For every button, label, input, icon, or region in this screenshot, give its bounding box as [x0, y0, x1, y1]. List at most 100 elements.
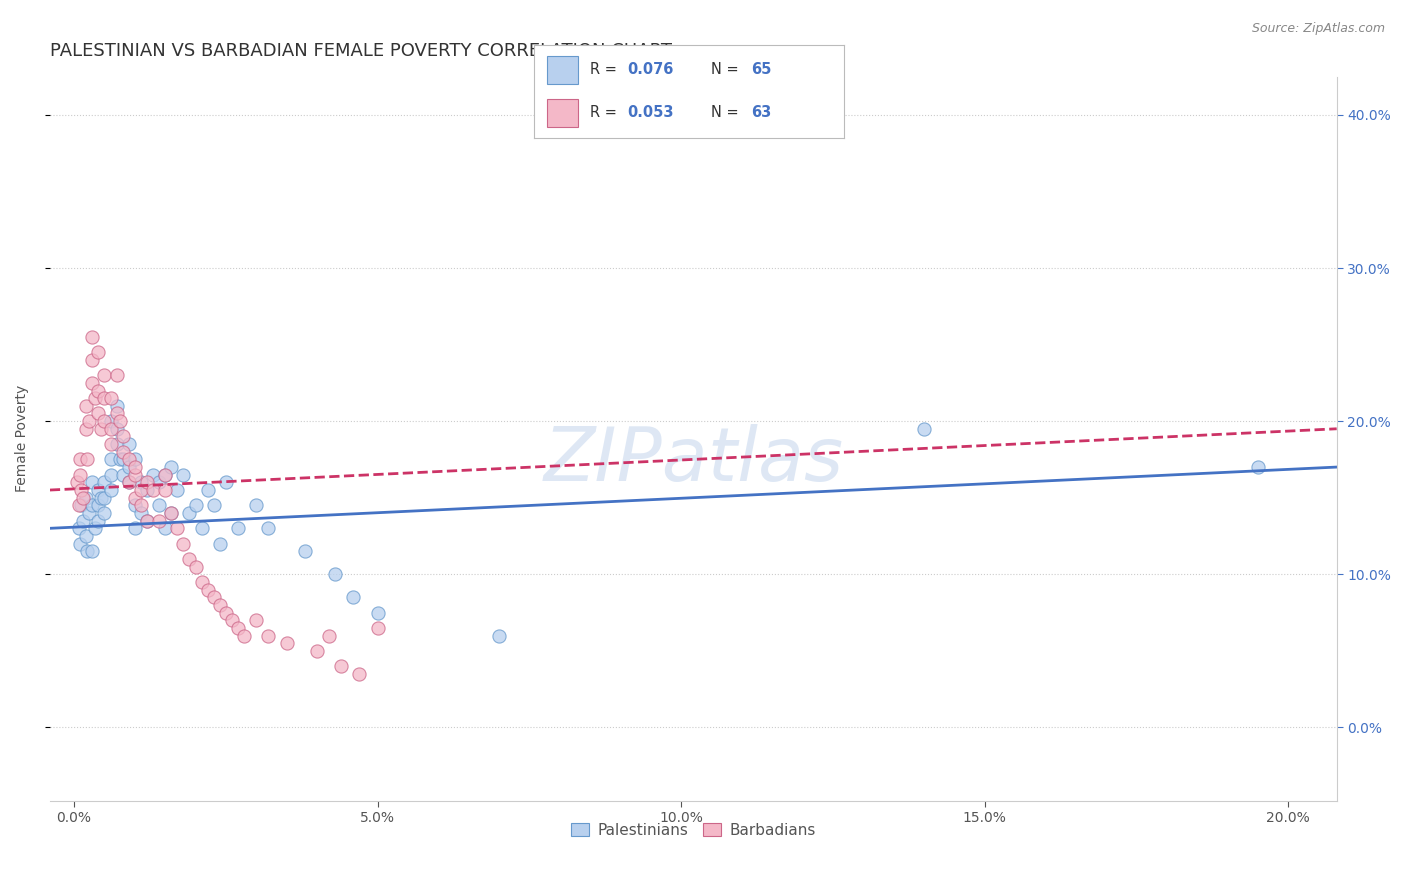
Point	[153, 467, 176, 482]
Point	[305, 644, 328, 658]
Point	[166, 483, 188, 497]
Point	[87, 499, 110, 513]
Point	[153, 483, 176, 497]
Point	[349, 666, 371, 681]
Point	[93, 391, 115, 405]
Point	[197, 483, 219, 497]
Text: 63: 63	[751, 105, 770, 120]
Point	[184, 559, 207, 574]
Point	[202, 591, 225, 605]
Point	[179, 552, 201, 566]
Point	[124, 467, 146, 482]
Point	[100, 391, 122, 405]
Text: 0.053: 0.053	[627, 105, 673, 120]
Point	[367, 606, 389, 620]
Point	[215, 475, 238, 490]
Point	[124, 491, 146, 505]
Point	[76, 544, 98, 558]
Text: 0.076: 0.076	[627, 62, 673, 78]
Point	[124, 499, 146, 513]
Point	[82, 352, 104, 367]
Point	[90, 491, 112, 505]
Point	[118, 475, 141, 490]
Point	[208, 598, 231, 612]
Point	[172, 467, 194, 482]
Point	[111, 429, 134, 443]
Bar	[547, 56, 578, 84]
Point	[69, 536, 91, 550]
Point	[1247, 460, 1270, 475]
Text: R =: R =	[591, 105, 621, 120]
Point	[69, 467, 91, 482]
Point	[166, 521, 188, 535]
Point	[184, 499, 207, 513]
Point	[318, 628, 340, 642]
Legend: Palestinians, Barbadians: Palestinians, Barbadians	[565, 817, 821, 844]
Point	[105, 407, 128, 421]
Point	[912, 422, 935, 436]
Point	[75, 399, 97, 413]
Point	[93, 414, 115, 428]
Point	[129, 506, 152, 520]
Point	[202, 499, 225, 513]
Point	[148, 514, 170, 528]
Point	[111, 467, 134, 482]
Point	[330, 659, 353, 673]
Point	[179, 506, 201, 520]
Text: 65: 65	[751, 62, 770, 78]
Point	[197, 582, 219, 597]
Point	[118, 437, 141, 451]
Point	[323, 567, 346, 582]
Point	[215, 606, 238, 620]
Point	[82, 544, 104, 558]
Point	[153, 467, 176, 482]
Point	[226, 621, 249, 635]
Point	[105, 399, 128, 413]
Point	[100, 452, 122, 467]
Point	[87, 345, 110, 359]
Point	[69, 452, 91, 467]
Point	[124, 521, 146, 535]
Text: R =: R =	[591, 62, 621, 78]
Point	[136, 514, 159, 528]
Bar	[547, 99, 578, 127]
Text: PALESTINIAN VS BARBADIAN FEMALE POVERTY CORRELATION CHART: PALESTINIAN VS BARBADIAN FEMALE POVERTY …	[49, 42, 672, 60]
Text: N =: N =	[710, 62, 742, 78]
Text: N =: N =	[710, 105, 742, 120]
Point	[488, 628, 510, 642]
Point	[93, 506, 115, 520]
Point	[221, 613, 243, 627]
Point	[226, 521, 249, 535]
Point	[70, 483, 93, 497]
Point	[118, 475, 141, 490]
Point	[75, 422, 97, 436]
Point	[82, 475, 104, 490]
Point	[105, 368, 128, 383]
Point	[342, 591, 364, 605]
Point	[82, 376, 104, 390]
Point	[87, 483, 110, 497]
Point	[66, 475, 89, 490]
Text: ZIPatlas: ZIPatlas	[543, 425, 844, 497]
Point	[245, 499, 267, 513]
Point	[257, 521, 280, 535]
Point	[105, 437, 128, 451]
Point	[118, 452, 141, 467]
Point	[276, 636, 298, 650]
Point	[172, 536, 194, 550]
Point	[142, 467, 165, 482]
Point	[136, 475, 159, 490]
Point	[160, 506, 183, 520]
Point	[108, 414, 131, 428]
Point	[142, 483, 165, 497]
Point	[90, 422, 112, 436]
Point	[93, 491, 115, 505]
Point	[76, 452, 98, 467]
Point	[111, 444, 134, 458]
Point	[72, 514, 94, 528]
Point	[100, 483, 122, 497]
Point	[67, 521, 90, 535]
Point	[87, 384, 110, 398]
Point	[367, 621, 389, 635]
Point	[190, 574, 212, 589]
